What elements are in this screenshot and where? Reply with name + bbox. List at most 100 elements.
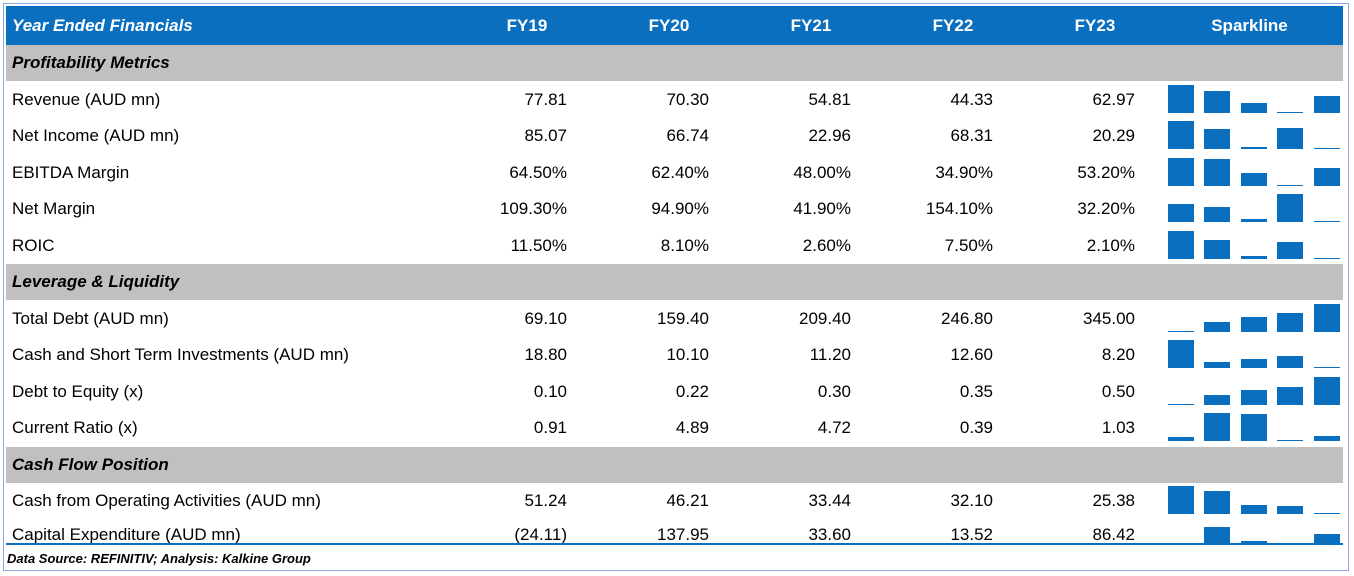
sparkline-bar [1204,491,1230,514]
table-row: Cash and Short Term Investments (AUD mn)… [6,337,1343,373]
cell-value: 345.00 [1083,308,1135,328]
sparkline [1160,228,1340,264]
cell-value: 13.52 [950,524,993,544]
cell-value: 159.40 [657,308,709,328]
cell-value: 4.72 [817,418,851,437]
sparkline-bar [1204,207,1230,222]
cell-value: 64.50% [509,162,567,182]
sparkline [1160,483,1340,519]
cell-value: 25.38 [1092,491,1135,510]
cell-value: 154.10% [925,199,993,218]
sparkline-bar [1168,157,1194,186]
table-row: Total Debt (AUD mn) 69.10 159.40 209.40 246.… [6,301,1343,337]
table-row: ROIC 11.50% 8.10% 2.60% 7.50% 2.10% [6,228,1343,264]
row-label: EBITDA Margin [12,162,130,182]
sparkline-bar [1314,257,1340,259]
sparkline-bar [1314,376,1340,405]
table-row: Net Margin 109.30% 94.90% 41.90% 154.10% 32.2… [6,191,1343,227]
cell-value: 10.10 [666,345,709,364]
sparkline-bar [1204,395,1230,405]
sparkline [1160,520,1340,550]
cell-value: 33.44 [808,491,851,510]
sparkline-bar [1277,440,1303,441]
cell-value: 94.90% [651,199,709,218]
sparkline-bar [1314,221,1340,222]
cell-value: 18.80 [524,345,567,364]
sparkline-bar [1241,172,1267,186]
row-label: Net Margin [12,199,96,218]
cell-value: 8.10% [660,235,709,255]
cell-value: 0.30 [817,381,851,401]
row-label: Debt to Equity (x) [12,381,144,401]
cell-value: 53.20% [1077,162,1135,182]
cell-value: 46.21 [666,491,709,510]
table-row: Capital Expenditure (AUD mn) (24.11) 137.9… [6,520,1343,550]
cell-value: 7.50% [944,235,993,255]
sparkline-bar [1241,359,1267,368]
sparkline-bar [1314,148,1340,149]
sparkline-bar [1168,340,1194,368]
column-header-fy21: FY21 [790,15,832,35]
cell-value: 44.33 [950,89,993,109]
table-row: Cash from Operating Activities (AUD mn) 5… [6,483,1343,519]
cell-value: 85.07 [524,126,567,145]
cell-value: 109.30% [499,199,567,218]
table-row: EBITDA Margin 64.50% 62.40% 48.00% 34.90% 53.… [6,155,1343,191]
cell-value: 34.90% [935,162,993,182]
sparkline-bar [1168,203,1194,222]
section-title: Profitability Metrics [12,53,170,72]
sparkline-bar [1241,146,1267,149]
sparkline-bar [1168,121,1194,149]
cell-value: 69.10 [524,308,567,328]
cell-value: 54.81 [808,89,851,109]
sparkline [1160,118,1340,154]
sparkline-bar [1204,413,1230,441]
cell-value: 86.42 [1092,524,1135,544]
sparkline [1160,410,1340,446]
cell-value: 20.29 [1092,126,1135,145]
table-row: Current Ratio (x) 0.91 4.89 4.72 0.39 1.03 [6,410,1343,446]
table-bottom-rule [6,543,1343,545]
table-row: Net Income (AUD mn) 85.07 66.74 22.96 68.31 2… [6,118,1343,154]
cell-value: 2.60% [802,235,851,255]
cell-value: 8.20 [1101,345,1135,364]
row-label: Total Debt (AUD mn) [12,308,169,328]
sparkline-bar [1277,386,1303,405]
cell-value: 0.39 [959,418,993,437]
section-header: Leverage & Liquidity [6,264,1343,300]
cell-value: 51.24 [524,491,567,510]
cell-value: 68.31 [950,126,993,145]
cell-value: 0.50 [1101,381,1135,401]
sparkline-bar [1314,367,1340,368]
sparkline-bar [1277,242,1303,259]
sparkline-bar [1204,159,1230,186]
column-header-fy19: FY19 [506,15,548,35]
cell-value: 0.35 [959,381,993,401]
sparkline-bar [1314,513,1340,514]
sparkline-bar [1168,84,1194,113]
cell-value: 32.20% [1077,199,1135,218]
cell-value: 4.89 [675,418,709,437]
sparkline-bar [1204,90,1230,113]
sparkline [1160,155,1340,191]
row-label: Capital Expenditure (AUD mn) [12,524,241,544]
table-header: Year Ended Financials FY19 FY20 FY21 FY2… [6,6,1343,45]
table-row: Revenue (AUD mn) 77.81 70.30 54.81 44.33 62.9… [6,82,1343,118]
sparkline-bar [1277,184,1303,186]
sparkline-bar [1168,436,1194,441]
cell-value: 48.00% [793,162,851,182]
sparkline-bar [1277,194,1303,222]
sparkline-bar [1241,218,1267,222]
column-header-fy20: FY20 [648,15,690,35]
cell-value: 32.10 [950,491,993,510]
sparkline-bar [1314,303,1340,332]
row-label: Cash from Operating Activities (AUD mn) [12,491,321,510]
sparkline-bar [1168,330,1194,332]
cell-value: 33.60 [808,524,851,544]
sparkline-bar [1241,103,1267,113]
sparkline-bar [1314,167,1340,186]
column-header-sparkline: Sparkline [1211,15,1288,35]
sparkline [1160,301,1340,337]
cell-value: 62.40% [651,162,709,182]
sparkline-bar [1277,128,1303,149]
